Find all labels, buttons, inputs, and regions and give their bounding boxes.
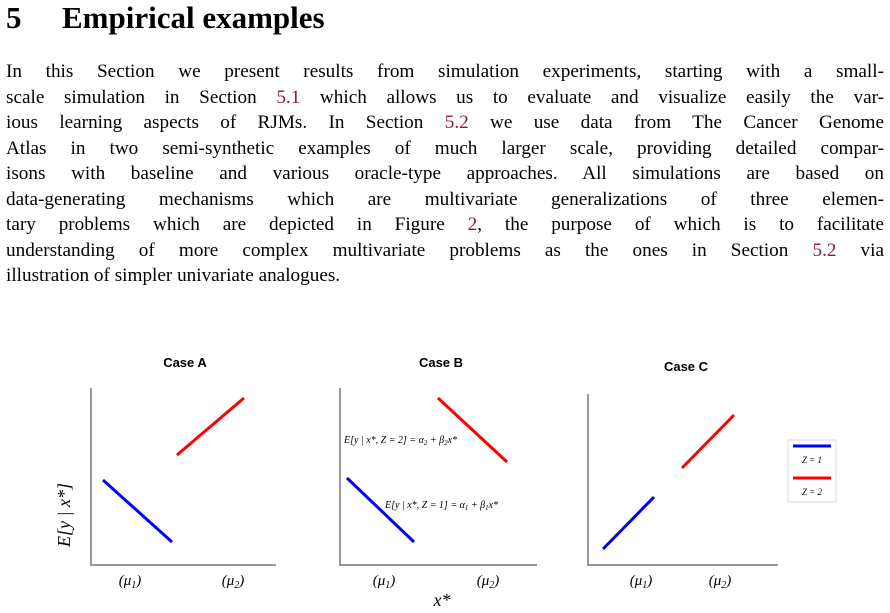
x-axis-label: x*	[433, 590, 451, 610]
line-z2	[436, 396, 509, 464]
line-z2	[680, 413, 736, 470]
equation-z2: E[y | x*, Z = 2] = α2 + β2x*	[343, 435, 457, 447]
paragraph-line: In this Section we present results from …	[6, 61, 884, 82]
panel-case-b: Case B E[y | x*, Z = 2] = α2 + β2x* E[y …	[339, 355, 537, 610]
tick-mu1: (μ1)	[119, 573, 142, 591]
section-title: Empirical examples	[62, 0, 325, 35]
line-z2	[176, 396, 245, 457]
panel-title: Case A	[163, 355, 207, 370]
cross-reference-link[interactable]: 5.1	[276, 86, 301, 108]
paragraph-line: isons with baseline and various oracle-t…	[6, 163, 884, 184]
paragraph-line: Atlas in two semi-synthetic examples of …	[6, 137, 884, 159]
body-paragraph: In this Section we present results from …	[6, 59, 884, 289]
legend: Z = 1 Z = 2	[787, 439, 837, 503]
line-z1	[345, 476, 416, 544]
cross-reference-link[interactable]: 5.2	[812, 239, 837, 261]
legend-box	[787, 439, 837, 503]
section-heading: 5 Empirical examples	[6, 0, 325, 36]
tick-mu2: (μ2)	[709, 573, 732, 591]
panel-title: Case C	[664, 359, 709, 374]
figure-2: E[y | x*] Case A (μ1) (μ2) Case B E[y | …	[54, 355, 837, 610]
cross-reference-link[interactable]: 2	[467, 214, 478, 235]
panel-case-a: Case A (μ1) (μ2)	[90, 355, 276, 591]
line-z1	[601, 495, 656, 551]
line-z1	[101, 478, 174, 544]
y-axis-label: E[y | x*]	[54, 483, 74, 548]
paragraph-line: scale simulation in Section 5.1 which al…	[6, 86, 884, 108]
paragraph-line: data-generating mechanisms which are mul…	[6, 188, 884, 210]
section-number: 5	[6, 0, 22, 35]
legend-label-z2: Z = 2	[802, 487, 823, 497]
paragraph-line: ious learning aspects of RJMs. In Sectio…	[6, 112, 884, 133]
panel-title: Case B	[419, 355, 463, 370]
tick-mu1: (μ1)	[373, 573, 396, 591]
panel-case-c: Case C (μ1) (μ2)	[587, 359, 778, 591]
tick-mu2: (μ2)	[222, 573, 245, 591]
tick-mu1: (μ1)	[630, 573, 653, 591]
paragraph-line: understanding of more complex multivaria…	[6, 239, 884, 261]
paragraph-line: illustration of simpler univariate analo…	[6, 265, 341, 286]
tick-mu2: (μ2)	[477, 573, 500, 591]
equation-z1: E[y | x*, Z = 1] = α1 + β1x*	[384, 500, 498, 512]
legend-label-z1: Z = 1	[802, 455, 822, 465]
paragraph-line: tary problems which are depicted in Figu…	[6, 214, 884, 235]
cross-reference-link[interactable]: 5.2	[444, 112, 469, 133]
